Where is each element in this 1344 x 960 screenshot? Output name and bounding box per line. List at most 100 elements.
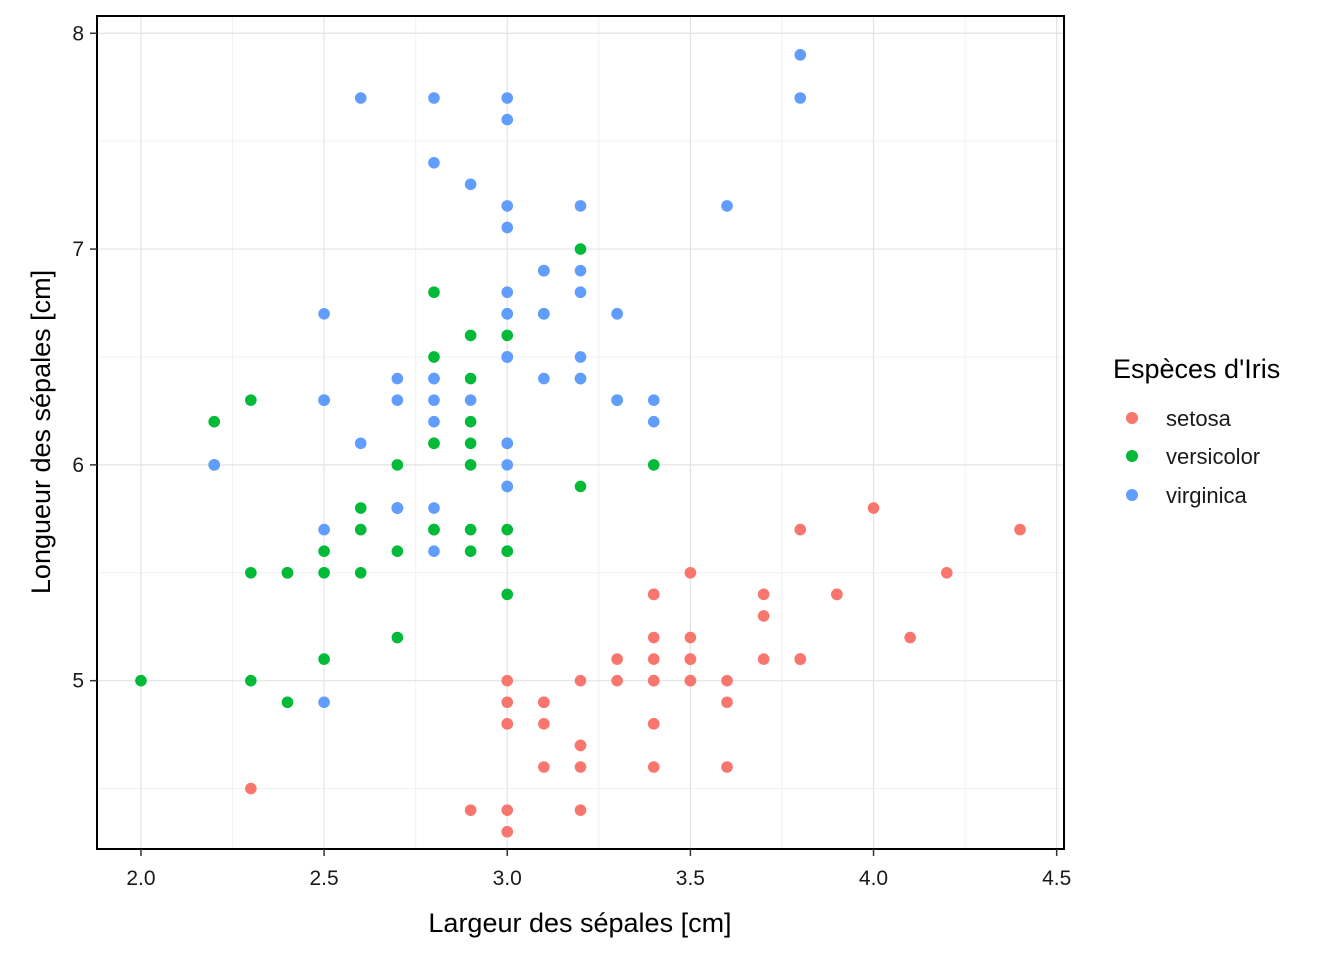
legend-item-versicolor: versicolor — [1126, 444, 1260, 469]
data-point-virginica — [501, 480, 514, 493]
data-point-setosa — [721, 696, 733, 709]
data-point-virginica — [428, 156, 440, 169]
data-point-virginica — [391, 502, 404, 514]
data-point-setosa — [904, 631, 916, 644]
data-point-versicolor — [391, 459, 404, 471]
data-point-setosa — [611, 674, 623, 687]
y-tick-label: 7 — [72, 238, 84, 261]
data-point-versicolor — [318, 545, 330, 557]
data-point-virginica — [501, 113, 514, 126]
data-point-virginica — [794, 92, 807, 104]
data-point-setosa — [647, 588, 660, 601]
data-point-setosa — [574, 674, 587, 687]
data-point-virginica — [318, 394, 330, 406]
legend-title: Espèces d'Iris — [1113, 354, 1280, 384]
x-axis-title: Largeur des sépales [cm] — [428, 908, 731, 938]
data-point-setosa — [647, 631, 660, 644]
data-point-virginica — [538, 264, 550, 277]
data-point-versicolor — [464, 437, 477, 450]
x-tick-label: 2.5 — [309, 867, 338, 890]
data-point-versicolor — [464, 372, 477, 385]
data-point-versicolor — [428, 286, 440, 299]
data-point-setosa — [538, 696, 550, 709]
data-point-setosa — [647, 653, 660, 665]
data-point-virginica — [428, 92, 440, 104]
data-point-setosa — [794, 523, 807, 536]
x-tick-label: 4.5 — [1042, 867, 1071, 890]
data-point-virginica — [464, 178, 477, 191]
data-point-virginica — [428, 502, 440, 514]
data-point-versicolor — [281, 696, 294, 709]
data-point-setosa — [684, 566, 697, 579]
legend-label-setosa: setosa — [1166, 406, 1232, 431]
y-axis-title: Longueur des sépales [cm] — [26, 270, 56, 594]
data-point-virginica — [501, 459, 514, 471]
data-point-virginica — [794, 49, 807, 61]
data-point-versicolor — [354, 523, 367, 536]
legend-label-virginica: virginica — [1166, 483, 1247, 508]
data-point-versicolor — [464, 545, 477, 557]
data-point-versicolor — [354, 566, 367, 579]
data-point-versicolor — [245, 674, 257, 687]
data-point-virginica — [391, 372, 404, 385]
data-point-setosa — [721, 761, 733, 773]
x-tick-label: 3.0 — [493, 867, 522, 890]
legend-key-setosa — [1126, 412, 1138, 424]
data-point-setosa — [647, 718, 660, 730]
grid-major — [97, 16, 1064, 849]
data-points — [135, 49, 1026, 838]
data-point-setosa — [538, 761, 550, 773]
data-point-virginica — [611, 394, 623, 406]
x-tick-label: 2.0 — [126, 867, 155, 890]
data-point-versicolor — [354, 502, 367, 514]
data-point-virginica — [354, 92, 367, 104]
data-point-virginica — [428, 372, 440, 385]
y-tick-label: 5 — [72, 670, 84, 693]
x-tick-label: 4.0 — [859, 867, 888, 890]
data-point-virginica — [574, 351, 587, 363]
data-point-setosa — [501, 718, 514, 730]
data-point-setosa — [757, 653, 770, 665]
data-point-setosa — [867, 502, 880, 514]
data-point-versicolor — [501, 329, 514, 342]
legend-item-virginica: virginica — [1126, 483, 1247, 508]
plot-panel-border — [96, 15, 1065, 850]
data-point-virginica — [721, 200, 733, 212]
data-point-versicolor — [391, 545, 404, 557]
data-point-setosa — [940, 566, 953, 579]
data-point-setosa — [1014, 523, 1026, 536]
data-point-versicolor — [428, 437, 440, 450]
data-point-versicolor — [245, 566, 257, 579]
data-point-virginica — [501, 308, 514, 320]
data-point-versicolor — [428, 523, 440, 536]
data-point-virginica — [574, 264, 587, 277]
data-point-setosa — [684, 631, 697, 644]
y-axis-ticks: 5 6 7 8 — [72, 22, 97, 693]
data-point-setosa — [684, 674, 697, 687]
data-point-setosa — [245, 782, 257, 795]
x-tick-label: 3.5 — [676, 867, 705, 890]
legend-item-setosa: setosa — [1126, 406, 1232, 431]
data-point-virginica — [501, 351, 514, 363]
data-point-virginica — [501, 200, 514, 212]
data-point-virginica — [538, 308, 550, 320]
data-point-virginica — [647, 394, 660, 406]
data-point-virginica — [318, 523, 330, 536]
data-point-setosa — [501, 804, 514, 816]
data-point-virginica — [538, 372, 550, 385]
data-point-setosa — [757, 610, 770, 622]
data-point-setosa — [501, 825, 514, 838]
data-point-virginica — [611, 308, 623, 320]
data-point-setosa — [611, 653, 623, 665]
data-point-versicolor — [391, 631, 404, 644]
data-point-virginica — [647, 415, 660, 428]
data-point-versicolor — [318, 653, 330, 665]
x-axis-ticks: 2.0 2.5 3.0 3.5 4.0 4.5 — [126, 849, 1071, 890]
data-point-versicolor — [318, 566, 330, 579]
data-point-virginica — [501, 221, 514, 234]
data-point-virginica — [318, 308, 330, 320]
data-point-virginica — [464, 394, 477, 406]
data-point-virginica — [318, 696, 330, 709]
data-point-setosa — [757, 588, 770, 601]
